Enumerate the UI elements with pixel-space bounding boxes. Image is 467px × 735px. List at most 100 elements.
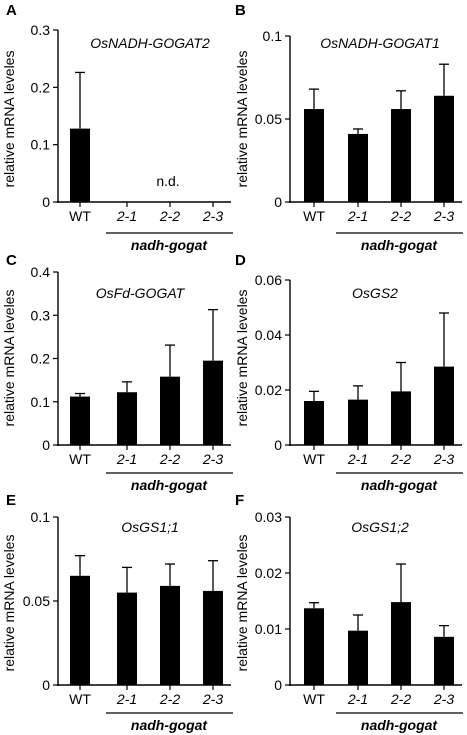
- y-tick-label: 0.3: [31, 22, 51, 38]
- bar: [117, 392, 137, 445]
- xtick-labels-group: WT 2-1 2-2 2-3: [69, 451, 223, 467]
- bars-group: [70, 575, 223, 685]
- axes-group: 0 0.05 0.1: [255, 28, 462, 210]
- chart-title: OsNADH-GOGAT1: [320, 35, 440, 51]
- y-tick-label: 0: [274, 437, 282, 453]
- y-tick-label: 0.03: [255, 509, 282, 525]
- y-tick-label: 0.06: [255, 272, 282, 288]
- y-axis-label: relative mRNA leveles: [234, 51, 250, 188]
- panel-letter: E: [6, 492, 16, 509]
- bar: [434, 636, 454, 685]
- x-tick-label: 2-3: [202, 451, 223, 467]
- group-label: nadh-gogat: [131, 717, 209, 733]
- x-tick-label: 2-1: [347, 691, 368, 707]
- panel-letter: D: [235, 252, 246, 269]
- y-tick-label: 0.01: [255, 621, 282, 637]
- panel-d: D OsGS2 relative mRNA leveles 00.020.040…: [234, 252, 463, 493]
- axes-group: 0 0.02 0.04 0.06: [255, 272, 462, 453]
- bar: [304, 109, 324, 202]
- x-tick-label: 2-1: [347, 451, 368, 467]
- y-tick-label: 0: [274, 677, 282, 693]
- bars-group: [304, 95, 454, 202]
- y-tick-label: 0.1: [263, 28, 283, 44]
- x-tick-label: WT: [303, 691, 325, 707]
- y-axis-label: relative mRNA leveles: [1, 290, 17, 427]
- bar: [304, 608, 324, 685]
- group-label: nadh-gogat: [131, 477, 209, 493]
- chart-title: OsGS1;2: [351, 519, 409, 535]
- y-tick-label: 0.2: [31, 79, 51, 95]
- axes-group: 0 0.01 0.02 0.03: [255, 509, 462, 693]
- xtick-labels-group: WT 2-1 2-2 2-3: [303, 208, 454, 224]
- xtick-labels-group: WT 2-1 2-2 2-3: [303, 691, 454, 707]
- x-tick-label: 2-1: [116, 451, 137, 467]
- y-tick-label: 0: [274, 194, 282, 210]
- y-tick-label: 0.3: [31, 307, 51, 323]
- bar: [203, 360, 223, 445]
- errorbars-group: [309, 563, 449, 637]
- bar: [391, 109, 411, 202]
- bar: [117, 592, 137, 685]
- y-tick-label: 0.05: [255, 111, 282, 127]
- x-tick-label: WT: [303, 451, 325, 467]
- chart-title: OsGS1;1: [121, 519, 179, 535]
- xtick-labels-group: WT 2-1 2-2 2-3: [69, 208, 223, 224]
- axes-group: 0 0.1 0.2 0.3 0.4: [31, 264, 231, 453]
- chart-title: OsNADH-GOGAT2: [90, 35, 210, 51]
- bar: [304, 401, 324, 445]
- panel-f: F OsGS1;2 relative mRNA leveles 0 0.01 0.0…: [234, 492, 463, 733]
- bars-group: [70, 128, 90, 202]
- y-tick-label: 0: [42, 194, 50, 210]
- x-tick-label: 2-2: [159, 208, 180, 224]
- y-tick-label: 0.1: [31, 509, 51, 525]
- x-tick-label: 2-3: [202, 691, 223, 707]
- xtick-labels-group: WT 2-1 2-2 2-3: [303, 451, 454, 467]
- xtick-labels-group: WT 2-1 2-2 2-3: [69, 691, 223, 707]
- y-tick-label: 0.02: [255, 565, 282, 581]
- panel-b: B OsNADH-GOGAT1 relative mRNA leveles 00…: [234, 2, 463, 253]
- y-axis-label: relative mRNA leveles: [234, 290, 250, 427]
- axes-group: 0 0.1 0.2 0.3: [31, 22, 231, 210]
- bar: [434, 366, 454, 445]
- panel-letter: B: [235, 2, 246, 19]
- bars-group: [304, 602, 454, 685]
- y-axis-label: relative mRNA leveles: [1, 535, 17, 672]
- y-axis-label: relative mRNA leveles: [234, 535, 250, 672]
- axes-group: 0 0.05 0.1: [23, 509, 231, 693]
- bar: [348, 133, 368, 202]
- x-tick-label: 2-1: [116, 208, 137, 224]
- panel-letter: C: [6, 252, 17, 269]
- group-label: nadh-gogat: [361, 237, 439, 253]
- x-tick-label: 2-3: [433, 691, 454, 707]
- y-tick-label: 0.04: [255, 327, 282, 343]
- panel-letter: F: [235, 492, 244, 509]
- x-tick-label: WT: [69, 208, 91, 224]
- group-label: nadh-gogat: [361, 717, 439, 733]
- x-tick-label: 2-2: [390, 451, 411, 467]
- bars-group: [70, 360, 223, 445]
- errorbars-group: [309, 312, 449, 401]
- x-tick-label: WT: [69, 691, 91, 707]
- x-tick-label: WT: [69, 451, 91, 467]
- bar: [160, 376, 180, 445]
- errorbars-group: [309, 63, 449, 134]
- y-tick-label: 0.1: [31, 137, 51, 153]
- x-tick-label: 2-1: [347, 208, 368, 224]
- bar: [391, 602, 411, 685]
- errorbars-group: [75, 71, 85, 129]
- bar: [348, 630, 368, 685]
- y-tick-label: 0.2: [31, 351, 51, 367]
- bar: [70, 128, 90, 202]
- x-tick-label: 2-3: [433, 208, 454, 224]
- y-tick-label: 0: [42, 677, 50, 693]
- group-label: nadh-gogat: [361, 477, 439, 493]
- chart-title: OsGS2: [352, 285, 398, 301]
- bar: [70, 575, 90, 685]
- x-tick-label: 2-3: [202, 208, 223, 224]
- chart-title: OsFd-GOGAT: [96, 285, 186, 301]
- bar: [203, 590, 223, 685]
- y-axis-label: relative mRNA leveles: [1, 51, 17, 188]
- x-tick-label: WT: [303, 208, 325, 224]
- panel-letter: A: [6, 2, 17, 19]
- x-tick-label: 2-2: [390, 208, 411, 224]
